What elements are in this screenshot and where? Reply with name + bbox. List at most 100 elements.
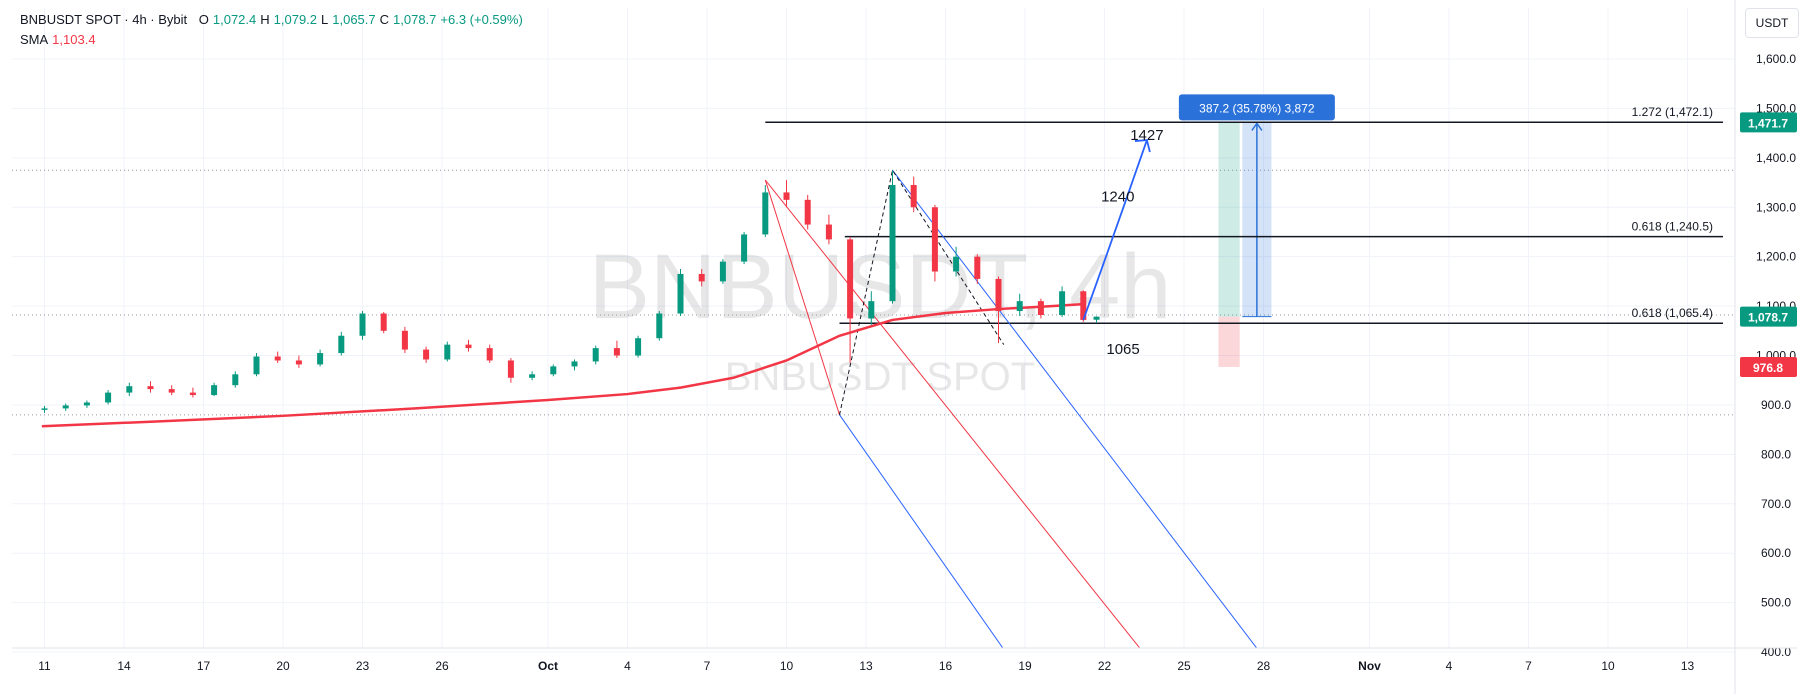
candle [931,207,938,272]
candle [677,273,684,314]
y-tick-label: 600.0 [1761,546,1791,560]
candle [401,330,408,350]
candle [295,360,302,365]
measure-arrow-head [1251,122,1263,131]
candle [338,335,345,354]
x-tick-label: 7 [1525,659,1532,673]
ohlc-row: BNBUSDT SPOT · 4h · Bybit O 1,072.4 H 1,07… [20,10,523,30]
price-label: 1,471.7 [1748,116,1788,130]
x-tick-label: 4 [624,659,631,673]
x-tick-label: Nov [1358,659,1381,673]
y-tick-label: 500.0 [1761,596,1791,610]
candle [232,374,239,386]
x-tick-label: 10 [780,659,794,673]
y-tick-label: 1,200.0 [1756,250,1796,264]
open-label: O [198,12,209,27]
channel-line [892,169,1258,648]
watermark-title: BNBUSDT, 4h [589,236,1172,338]
candle [507,360,514,378]
candle [571,361,578,367]
grid [12,8,1735,653]
y-axis: 400.0500.0600.0700.0800.0900.01,000.01,1… [1740,52,1797,659]
candle [189,392,196,396]
candle [380,313,387,331]
projection-arrow-head [1134,139,1151,153]
currency-button[interactable]: USDT [1745,8,1799,38]
y-tick-label: 700.0 [1761,497,1791,511]
candle [974,256,981,279]
y-tick-label: 400.0 [1761,645,1791,659]
annotation-label: 1427 [1130,127,1163,144]
candle [1093,316,1100,320]
candle [804,199,811,225]
x-tick-label: 23 [356,659,370,673]
candle [444,344,451,360]
position-stop-zone [1218,316,1240,367]
candle [41,408,48,410]
x-tick-label: 13 [859,659,873,673]
candle [62,405,69,409]
channel-connector [764,179,840,415]
candle [83,402,90,406]
y-tick-label: 1,300.0 [1756,200,1796,214]
chart-legend: BNBUSDT SPOT · 4h · Bybit O 1,072.4 H 1,07… [20,10,523,50]
candle [274,356,281,361]
candle [147,386,154,390]
candle [889,185,896,302]
close-label: C [379,12,390,27]
candle [126,386,133,393]
fib-level-label: 0.618 (1,240.5) [1632,220,1713,234]
candle [995,278,1002,312]
price-label-box [1740,306,1797,327]
plot-area: 1.272 (1,472.1) 0.618 (1,240.5) 0.618 (1,0… [12,94,1735,648]
x-tick-label: 11 [38,659,51,673]
annotation-label: 1240 [1101,188,1134,205]
candle [592,348,599,362]
channel-line [764,179,1141,648]
candle [783,192,790,200]
x-tick-label: Oct [538,659,558,673]
x-tick-label: 22 [1098,659,1112,673]
y-tick-label: 900.0 [1761,398,1791,412]
channel-line [839,414,1004,648]
x-tick-label: 13 [1681,659,1695,673]
candle [529,374,536,378]
y-tick-label: 800.0 [1761,447,1791,461]
fib-level-label: 1.272 (1,472.1) [1632,105,1713,119]
price-label-box [1740,112,1797,133]
candle [1059,291,1066,315]
high-label: H [260,12,270,27]
fib-level-label: 0.618 (1,065.4) [1632,306,1713,320]
x-tick-label: 28 [1257,659,1271,673]
high-value: 1,079.2 [273,12,318,27]
price-label-box [1740,356,1797,377]
candle [656,313,663,339]
y-tick-label: 1,400.0 [1756,151,1796,165]
measure-label: 387.2 (35.78%) 3,872 [1199,101,1315,115]
candle [868,301,875,319]
candle [741,234,748,262]
y-tick-label: 1,600.0 [1756,52,1796,66]
position-target-zone [1218,122,1240,317]
candle [635,338,642,356]
x-tick-label: 25 [1177,659,1191,673]
sma-row[interactable]: SMA 1,103.4 [20,30,523,50]
low-value: 1,065.7 [332,12,376,27]
annotation-label: 1065 [1106,341,1139,358]
candle [910,185,917,208]
candle [105,392,112,403]
close-value: 1,078.7 [393,12,437,27]
candle [613,348,620,356]
x-tick-label: 16 [939,659,953,673]
watermark: BNBUSDT, 4h BNBUSDT SPOT [589,236,1172,399]
candle [698,273,705,282]
x-tick-label: 4 [1446,659,1453,673]
x-tick-label: 26 [435,659,449,673]
symbol-label[interactable]: BNBUSDT SPOT · 4h · Bybit [20,12,188,27]
candle [253,356,260,375]
x-axis: 11 14 17 20 23 26 Oct 4 7 10 13 16 19 22 25 28 Nov 4 7 10 13 [12,647,1797,673]
watermark-subtitle: BNBUSDT SPOT [725,355,1035,399]
candle [168,389,175,393]
change-value: +6.3 (+0.59%) [440,12,523,27]
